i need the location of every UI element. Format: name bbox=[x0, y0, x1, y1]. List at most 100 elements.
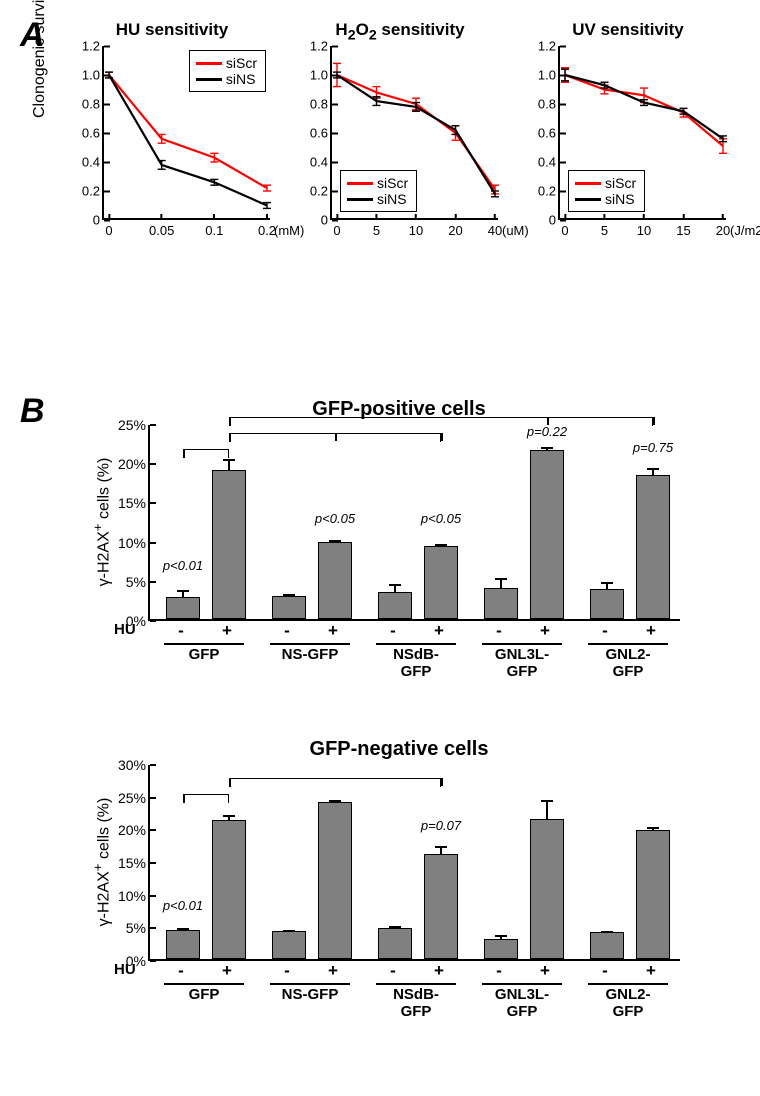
bar bbox=[166, 597, 200, 619]
hu-sign: - bbox=[390, 621, 396, 641]
group-underline bbox=[588, 983, 668, 985]
legend-item: siScr bbox=[575, 175, 636, 191]
stat-bracket bbox=[229, 778, 441, 779]
stat-bracket bbox=[183, 794, 229, 795]
p-value: p=0.07 bbox=[421, 818, 461, 833]
stat-bracket bbox=[229, 417, 653, 418]
legend-swatch bbox=[347, 198, 373, 201]
bar bbox=[636, 830, 670, 959]
hu-row: HU-+-+-+-+-+ bbox=[148, 961, 680, 983]
error-cap bbox=[389, 926, 401, 928]
error-cap bbox=[435, 846, 447, 848]
y-tick: 25% bbox=[108, 790, 146, 806]
y-tick: 15% bbox=[108, 495, 146, 511]
error-bar bbox=[606, 583, 608, 590]
error-cap bbox=[601, 582, 613, 584]
hu-sign: + bbox=[540, 961, 550, 981]
x-tick: 20 bbox=[716, 223, 730, 238]
hu-row: HU-+-+-+-+-+ bbox=[148, 621, 680, 643]
bracket-drop bbox=[441, 778, 443, 786]
hu-sign: + bbox=[434, 621, 444, 641]
y-tick: 0.8 bbox=[530, 97, 556, 112]
group-row: GFPNS-GFPNSdB-GFPGNL3L-GFPGNL2-GFP bbox=[148, 983, 680, 1021]
y-tick: 20% bbox=[108, 822, 146, 838]
group-label: GFP bbox=[189, 987, 220, 1004]
group-label: NSdB-GFP bbox=[393, 647, 439, 680]
y-tick: 20% bbox=[108, 456, 146, 472]
group-underline bbox=[376, 983, 456, 985]
line-chart: HU sensitivity00.20.40.60.81.01.200.050.… bbox=[68, 20, 276, 252]
bar bbox=[212, 820, 246, 959]
plot-area: 00.20.40.60.81.01.205101520(J/m2)siScrsi… bbox=[558, 46, 726, 220]
hu-sign: + bbox=[328, 621, 338, 641]
y-tick: 0.2 bbox=[302, 184, 328, 199]
error-cap bbox=[177, 590, 189, 592]
x-tick: 5 bbox=[601, 223, 608, 238]
group-label: GNL2-GFP bbox=[606, 647, 651, 680]
y-tick: 0.2 bbox=[530, 184, 556, 199]
hu-sign: + bbox=[328, 961, 338, 981]
plot-area: 00.20.40.60.81.01.205102040(uM)siScrsiNS bbox=[330, 46, 498, 220]
hu-label: HU bbox=[114, 961, 136, 978]
error-cap bbox=[601, 931, 613, 933]
error-cap bbox=[541, 800, 553, 802]
y-tick: 1.0 bbox=[530, 68, 556, 83]
y-tick: 1.0 bbox=[74, 68, 100, 83]
error-bar bbox=[394, 585, 396, 593]
legend-swatch bbox=[575, 198, 601, 201]
panel-b-chart-neg: GFP-negative cells0%5%10%15%20%25%30%γ-H… bbox=[94, 738, 704, 1021]
stat-bracket bbox=[183, 449, 229, 450]
group-label: GFP bbox=[189, 647, 220, 664]
legend-label: siScr bbox=[377, 175, 408, 191]
legend-item: siScr bbox=[196, 55, 257, 71]
y-tick: 0.6 bbox=[530, 126, 556, 141]
line-chart: UV sensitivity00.20.40.60.81.01.20510152… bbox=[524, 20, 732, 252]
y-tick: 1.2 bbox=[74, 39, 100, 54]
group-label: NS-GFP bbox=[282, 647, 339, 664]
panel-b-chart-pos: GFP-positive cells0%5%10%15%20%25%γ-H2AX… bbox=[94, 398, 704, 681]
y-tick: 15% bbox=[108, 855, 146, 871]
legend-swatch bbox=[196, 62, 222, 65]
y-tick: 0.6 bbox=[74, 126, 100, 141]
bar bbox=[318, 542, 352, 619]
error-cap bbox=[541, 447, 553, 449]
legend-item: siScr bbox=[347, 175, 408, 191]
group-underline bbox=[164, 643, 244, 645]
bar bbox=[590, 932, 624, 959]
y-tick: 5% bbox=[108, 920, 146, 936]
panel-a-row: HU sensitivity00.20.40.60.81.01.200.050.… bbox=[68, 20, 732, 270]
legend-item: siNS bbox=[575, 191, 636, 207]
y-tick: 0.4 bbox=[74, 155, 100, 170]
hu-sign: + bbox=[646, 961, 656, 981]
y-tick: 30% bbox=[108, 757, 146, 773]
p-value: p<0.05 bbox=[421, 511, 461, 526]
hu-sign: + bbox=[434, 961, 444, 981]
error-bar bbox=[500, 579, 502, 588]
bracket-drop bbox=[335, 433, 337, 441]
p-value: p=0.22 bbox=[527, 424, 567, 439]
hu-sign: - bbox=[496, 621, 502, 641]
hu-sign: - bbox=[284, 621, 290, 641]
bracket-drop bbox=[547, 417, 549, 425]
y-tick: 0 bbox=[530, 213, 556, 228]
legend-label: siNS bbox=[605, 191, 635, 207]
group-underline bbox=[164, 983, 244, 985]
group-label: GNL2-GFP bbox=[606, 987, 651, 1020]
group-underline bbox=[588, 643, 668, 645]
bar-plot-area: 0%5%10%15%20%25%γ-H2AX+ cells (%)p<0.01p… bbox=[148, 425, 680, 621]
error-cap bbox=[283, 594, 295, 596]
legend-item: siNS bbox=[196, 71, 257, 87]
x-tick: 10 bbox=[637, 223, 651, 238]
legend-swatch bbox=[347, 182, 373, 185]
bar bbox=[272, 931, 306, 959]
y-tick: 0.6 bbox=[302, 126, 328, 141]
x-tick: 10 bbox=[409, 223, 423, 238]
group-label: GNL3L-GFP bbox=[495, 987, 549, 1020]
x-tick: 0 bbox=[561, 223, 568, 238]
group-underline bbox=[482, 983, 562, 985]
legend-label: siNS bbox=[226, 71, 256, 87]
error-cap bbox=[283, 930, 295, 932]
error-bar bbox=[652, 469, 654, 476]
bar bbox=[484, 588, 518, 619]
group-label: NSdB-GFP bbox=[393, 987, 439, 1020]
